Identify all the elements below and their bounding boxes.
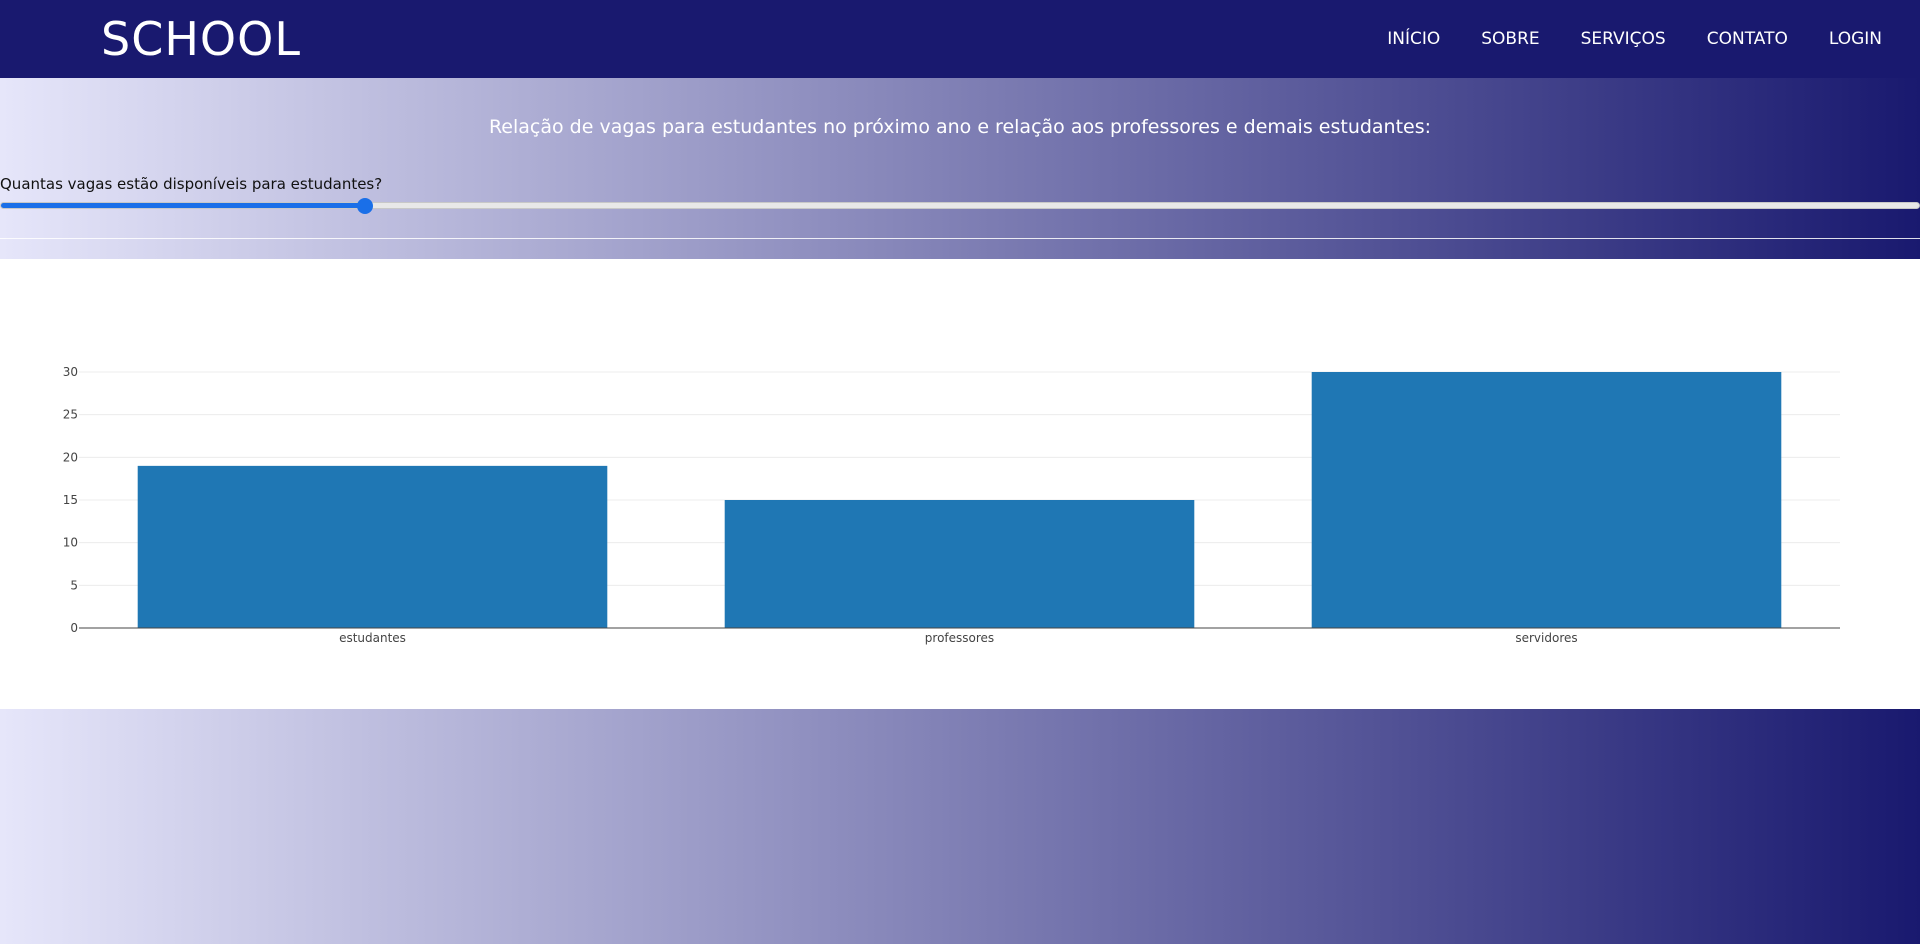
y-tick-label: 10 — [63, 536, 78, 550]
x-tick-label: estudantes — [339, 631, 406, 645]
x-tick-label: professores — [925, 631, 994, 645]
navbar: SCHOOL INÍCIO SOBRE SERVIÇOS CONTATO LOG… — [0, 0, 1920, 78]
hero-section: Relação de vagas para estudantes no próx… — [0, 78, 1920, 259]
y-tick-label: 5 — [70, 578, 78, 592]
slider-label: Quantas vagas estão disponíveis para est… — [0, 175, 383, 193]
slider-fill — [1, 203, 366, 208]
bar-chart: 0 5 10 15 20 25 30 estudantes professores servido… — [63, 365, 1840, 645]
page-title: Relação de vagas para estudantes no próx… — [488, 116, 1432, 138]
nav-link-servicos[interactable]: SERVIÇOS — [1580, 28, 1666, 49]
vacancies-slider[interactable] — [0, 198, 1920, 214]
bar-professores — [724, 500, 1195, 628]
bar-servidores — [1311, 372, 1782, 628]
y-tick-label: 20 — [63, 450, 78, 464]
site-logo[interactable]: SCHOOL — [101, 12, 301, 66]
y-tick-label: 0 — [70, 621, 78, 635]
slider-thumb[interactable] — [357, 198, 374, 214]
nav-link-contato[interactable]: CONTATO — [1706, 28, 1788, 49]
nav-link-sobre[interactable]: SOBRE — [1481, 28, 1540, 49]
nav-link-inicio[interactable]: INÍCIO — [1387, 28, 1441, 49]
y-tick-label: 30 — [63, 365, 78, 379]
bar-estudantes — [137, 465, 608, 628]
main-nav: INÍCIO SOBRE SERVIÇOS CONTATO LOGIN — [1346, 28, 1882, 49]
nav-link-login[interactable]: LOGIN — [1828, 28, 1882, 49]
chart-panel: 0 5 10 15 20 25 30 estudantes professores servido… — [0, 259, 1920, 709]
y-tick-label: 15 — [63, 493, 78, 507]
x-tick-label: servidores — [1515, 631, 1577, 645]
y-tick-label: 25 — [63, 408, 78, 422]
divider — [0, 238, 1920, 239]
